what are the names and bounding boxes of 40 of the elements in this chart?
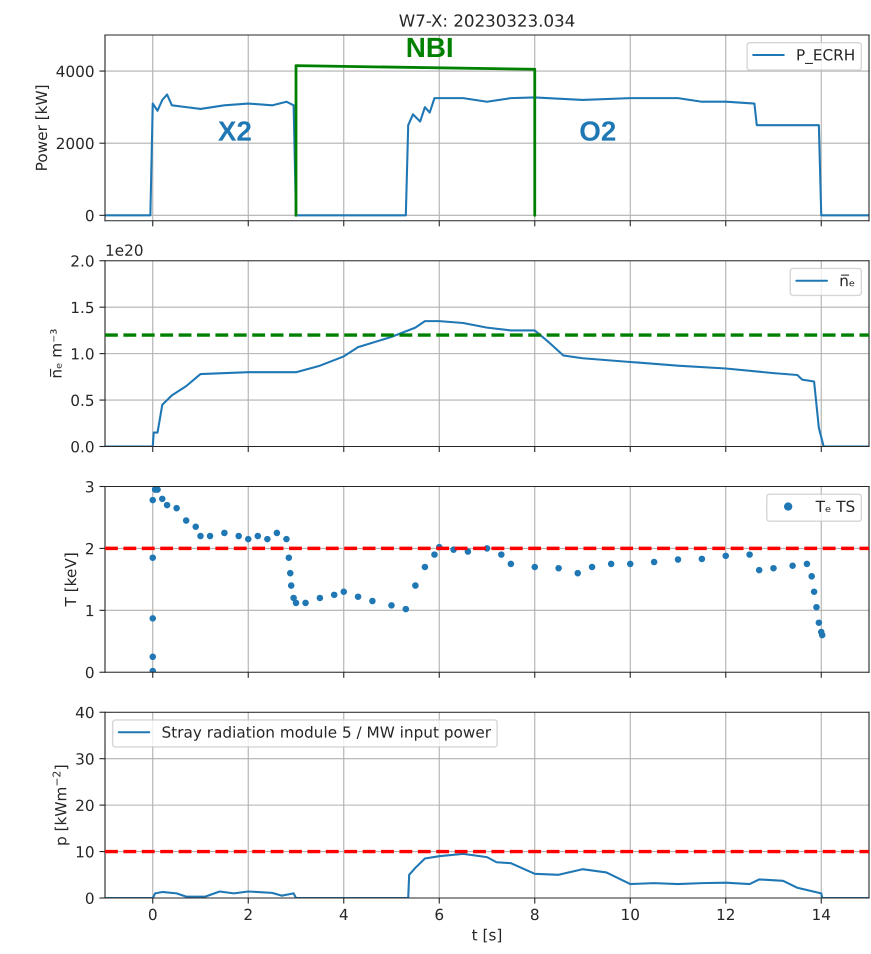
y-tick-label: 10: [76, 846, 94, 858]
x-tick-label: 10: [622, 908, 639, 920]
x-tick-label: 2: [244, 908, 252, 920]
y-tick-label: 0: [86, 666, 94, 678]
y-tick-label: 1.0: [72, 348, 94, 360]
annotation: X2: [218, 121, 251, 141]
annotation: NBI: [408, 38, 452, 58]
y-tick-label: 30: [76, 753, 94, 765]
x-tick-label: 4: [340, 908, 348, 920]
text: 1e20: [106, 244, 143, 256]
y-tick-label: 40: [76, 706, 94, 718]
x-tick-label: 8: [530, 908, 539, 920]
y-tick-label: 1.5: [72, 302, 94, 314]
y-axis-title: p [kWm$^{−2}$]: [52, 766, 70, 845]
y-tick-label: 20: [76, 800, 94, 812]
y-tick-label: 1: [86, 605, 94, 616]
line-series: [105, 93, 869, 216]
legend-label: P_ECRH: [797, 49, 854, 64]
y-tick-label: 3: [86, 480, 94, 493]
y-axis-title: T [keV]: [64, 554, 78, 607]
x-tick-label: 0: [148, 908, 157, 920]
y-tick-label: 0: [86, 892, 94, 904]
x-tick-label: 6: [435, 908, 444, 920]
y-axis-title: n̅ₑ m⁻³: [50, 329, 62, 378]
x-tick-label: 12: [718, 908, 734, 920]
y-tick-label: 0.5: [71, 394, 94, 406]
x-axis-title: t [s]: [472, 928, 502, 942]
y-tick-label: 4000: [56, 66, 94, 78]
y-tick-label: 2: [86, 542, 94, 554]
y-tick-label: 0: [86, 210, 94, 222]
y-tick-label: 2000: [56, 138, 94, 150]
legend-label: Tₑ TS: [816, 500, 854, 512]
x-tick-label: 14: [813, 908, 830, 920]
legend-label: Stray radiation module 5 / MW input power: [162, 726, 492, 741]
chart-title: W7-X: 20230323.034: [399, 14, 574, 27]
y-tick-label: 0.0: [71, 440, 94, 453]
y-tick-label: 2.0: [71, 255, 94, 267]
legend-label: n̅ₑ: [840, 274, 854, 286]
annotation: O2: [580, 121, 616, 141]
y-axis-title: Power [kW]: [35, 86, 49, 170]
